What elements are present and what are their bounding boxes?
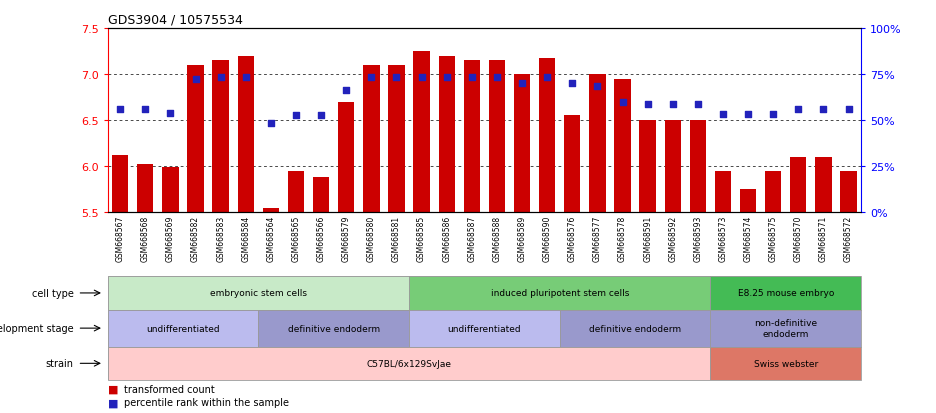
Point [314, 113, 329, 119]
Text: transformed count: transformed count [124, 384, 215, 394]
Bar [414, 52, 430, 213]
Bar [463, 61, 480, 213]
Bar [564, 116, 580, 213]
Point [364, 74, 379, 81]
Bar [489, 61, 505, 213]
Bar [108, 347, 710, 380]
Text: development stage: development stage [0, 323, 74, 333]
Bar [539, 59, 555, 213]
Bar [439, 57, 455, 213]
Point [490, 74, 505, 81]
Text: definitive endoderm: definitive endoderm [287, 324, 380, 333]
Text: cell type: cell type [32, 288, 74, 298]
Bar [665, 121, 680, 213]
Bar [560, 310, 710, 347]
Text: percentile rank within the sample: percentile rank within the sample [124, 397, 289, 407]
Point [665, 101, 680, 107]
Text: C57BL/6x129SvJae: C57BL/6x129SvJae [367, 359, 451, 368]
Text: ■: ■ [108, 384, 118, 394]
Point [540, 74, 555, 81]
Bar [690, 121, 706, 213]
Point [691, 101, 706, 107]
Bar [409, 277, 710, 310]
Text: E8.25 mouse embryo: E8.25 mouse embryo [738, 289, 834, 298]
Bar [112, 156, 128, 213]
Point [515, 81, 530, 87]
Point [288, 113, 303, 119]
Text: induced pluripotent stem cells: induced pluripotent stem cells [490, 289, 629, 298]
Bar [841, 171, 856, 213]
Bar [409, 310, 560, 347]
Bar [765, 171, 782, 213]
Point [816, 107, 831, 113]
Text: GDS3904 / 10575534: GDS3904 / 10575534 [108, 13, 242, 26]
Bar [514, 75, 530, 213]
Bar [710, 277, 861, 310]
Point [590, 83, 605, 90]
Point [188, 76, 203, 83]
Text: definitive endoderm: definitive endoderm [589, 324, 681, 333]
Point [138, 107, 153, 113]
Bar [108, 310, 258, 347]
Bar [363, 66, 379, 213]
Point [766, 111, 781, 118]
Bar [263, 208, 279, 213]
Point [263, 120, 278, 127]
Text: undifferentiated: undifferentiated [146, 324, 220, 333]
Text: ■: ■ [108, 397, 118, 407]
Point [389, 74, 404, 81]
Point [439, 74, 454, 81]
Point [163, 110, 178, 117]
Bar [740, 190, 756, 213]
Bar [313, 178, 329, 213]
Text: strain: strain [46, 358, 74, 368]
Bar [288, 171, 304, 213]
Text: undifferentiated: undifferentiated [447, 324, 521, 333]
Point [213, 74, 228, 81]
Point [464, 74, 479, 81]
Text: non-definitive
endoderm: non-definitive endoderm [754, 319, 817, 338]
Point [615, 99, 630, 106]
Bar [138, 165, 154, 213]
Point [564, 81, 579, 87]
Bar [187, 66, 204, 213]
Bar [590, 75, 606, 213]
Bar [614, 79, 631, 213]
Bar [212, 61, 228, 213]
Bar [815, 158, 831, 213]
Bar [639, 121, 656, 213]
Text: embryonic stem cells: embryonic stem cells [210, 289, 307, 298]
Point [715, 111, 730, 118]
Point [791, 107, 806, 113]
Bar [238, 57, 254, 213]
Text: Swiss webster: Swiss webster [753, 359, 818, 368]
Bar [338, 102, 355, 213]
Bar [710, 347, 861, 380]
Point [640, 101, 655, 107]
Bar [710, 310, 861, 347]
Point [414, 74, 429, 81]
Point [239, 74, 254, 81]
Bar [790, 158, 807, 213]
Bar [258, 310, 409, 347]
Point [339, 87, 354, 94]
Bar [715, 171, 731, 213]
Bar [162, 168, 179, 213]
Point [112, 107, 127, 113]
Point [841, 107, 856, 113]
Bar [108, 277, 409, 310]
Point [740, 111, 755, 118]
Bar [388, 66, 404, 213]
